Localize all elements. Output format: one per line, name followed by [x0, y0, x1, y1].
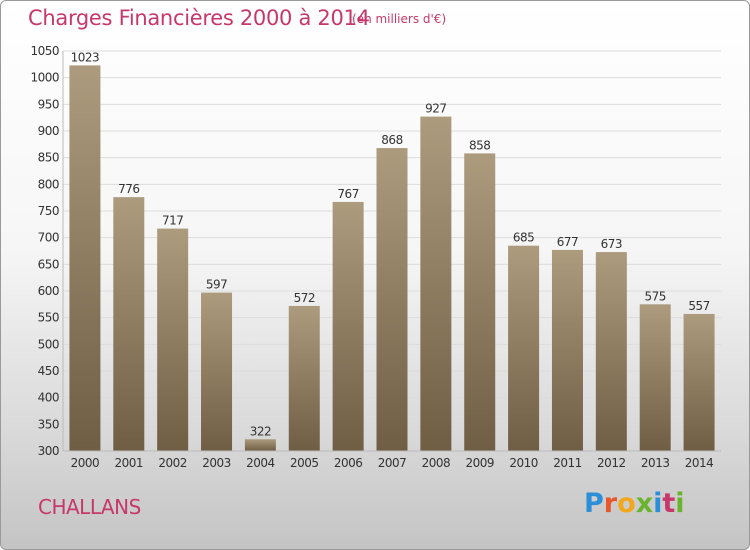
data-label: 597	[206, 278, 227, 292]
x-tick-label: 2005	[290, 456, 319, 470]
x-tick-label: 2008	[422, 456, 451, 470]
y-tick-label: 450	[38, 364, 59, 378]
y-tick-label: 1050	[30, 44, 59, 58]
data-label: 776	[118, 182, 139, 196]
city-name: CHALLANS	[38, 495, 141, 519]
bar-2006	[332, 201, 364, 451]
x-tick-label: 2002	[158, 456, 187, 470]
data-label: 1023	[71, 50, 100, 64]
y-tick-label: 500	[38, 337, 59, 351]
proxiti-logo[interactable]: Proxiti	[584, 488, 685, 519]
data-label: 927	[425, 102, 446, 116]
y-tick-label: 850	[38, 151, 59, 165]
y-tick-label: 400	[38, 391, 59, 405]
bar-2007	[376, 148, 408, 452]
data-label: 322	[250, 424, 271, 438]
logo-letter: t	[662, 488, 676, 519]
x-tick-label: 2013	[641, 456, 670, 470]
x-tick-label: 2007	[378, 456, 407, 470]
logo-letter: P	[584, 488, 604, 519]
x-tick-label: 2003	[202, 456, 231, 470]
x-tick-label: 2012	[597, 456, 626, 470]
bar-2001	[113, 197, 145, 451]
x-tick-label: 2006	[334, 456, 363, 470]
bar-2011	[551, 249, 583, 451]
bar-2004	[244, 439, 276, 451]
bar-2013	[639, 304, 671, 451]
logo-letter: r	[603, 488, 618, 519]
y-tick-label: 900	[38, 124, 59, 138]
y-tick-label: 950	[38, 97, 59, 111]
data-label: 673	[601, 237, 622, 251]
data-label: 685	[513, 231, 534, 245]
y-tick-label: 700	[38, 231, 59, 245]
y-axis: 300 350 400 450 500 550 600 650 700 750 800 850 900 9…	[30, 44, 64, 458]
bar-2002	[157, 228, 189, 451]
logo-letter: i	[675, 488, 685, 519]
y-tick-label: 800	[38, 177, 59, 191]
y-tick-label: 300	[38, 444, 59, 458]
x-tick-label: 2010	[509, 456, 538, 470]
bar-2008	[420, 116, 452, 451]
y-tick-label: 350	[38, 417, 59, 431]
bar-2014	[683, 313, 715, 451]
data-label: 572	[294, 291, 315, 305]
y-tick-label: 600	[38, 284, 59, 298]
chart-unit: (en milliers d'€)	[352, 12, 447, 26]
data-label: 767	[337, 187, 358, 201]
bar-2010	[508, 245, 540, 451]
x-tick-label: 2014	[685, 456, 714, 470]
logo-letter: x	[635, 488, 654, 519]
data-label: 868	[381, 133, 402, 147]
y-tick-label: 750	[38, 204, 59, 218]
x-tick-label: 2004	[246, 456, 275, 470]
logo-letter: o	[617, 488, 636, 519]
x-tick-label: 2011	[553, 456, 582, 470]
bar-2009	[464, 153, 496, 451]
data-label: 575	[644, 289, 665, 303]
y-tick-label: 650	[38, 257, 59, 271]
x-tick-label: 2000	[71, 456, 100, 470]
bar-2012	[595, 252, 627, 451]
x-tick-label: 2009	[465, 456, 494, 470]
data-label: 858	[469, 138, 490, 152]
x-tick-label: 2001	[115, 456, 144, 470]
y-tick-label: 1000	[30, 71, 59, 85]
x-axis: 2000 2001 2002 2003 2004 2005 2006 2007 2008 2009…	[63, 450, 721, 470]
y-tick-label: 550	[38, 311, 59, 325]
logo-letter: i	[653, 488, 663, 519]
bar-2005	[288, 305, 320, 451]
data-label: 677	[557, 235, 578, 249]
chart-title: Charges Financières 2000 à 2014	[28, 6, 370, 30]
bars: 1023 776 717 597 322 572 767 868 927 858 685 677 673…	[69, 50, 715, 452]
bar-2000	[69, 65, 101, 452]
data-label: 717	[162, 214, 183, 228]
data-label: 557	[688, 299, 709, 313]
bar-2003	[201, 292, 233, 451]
